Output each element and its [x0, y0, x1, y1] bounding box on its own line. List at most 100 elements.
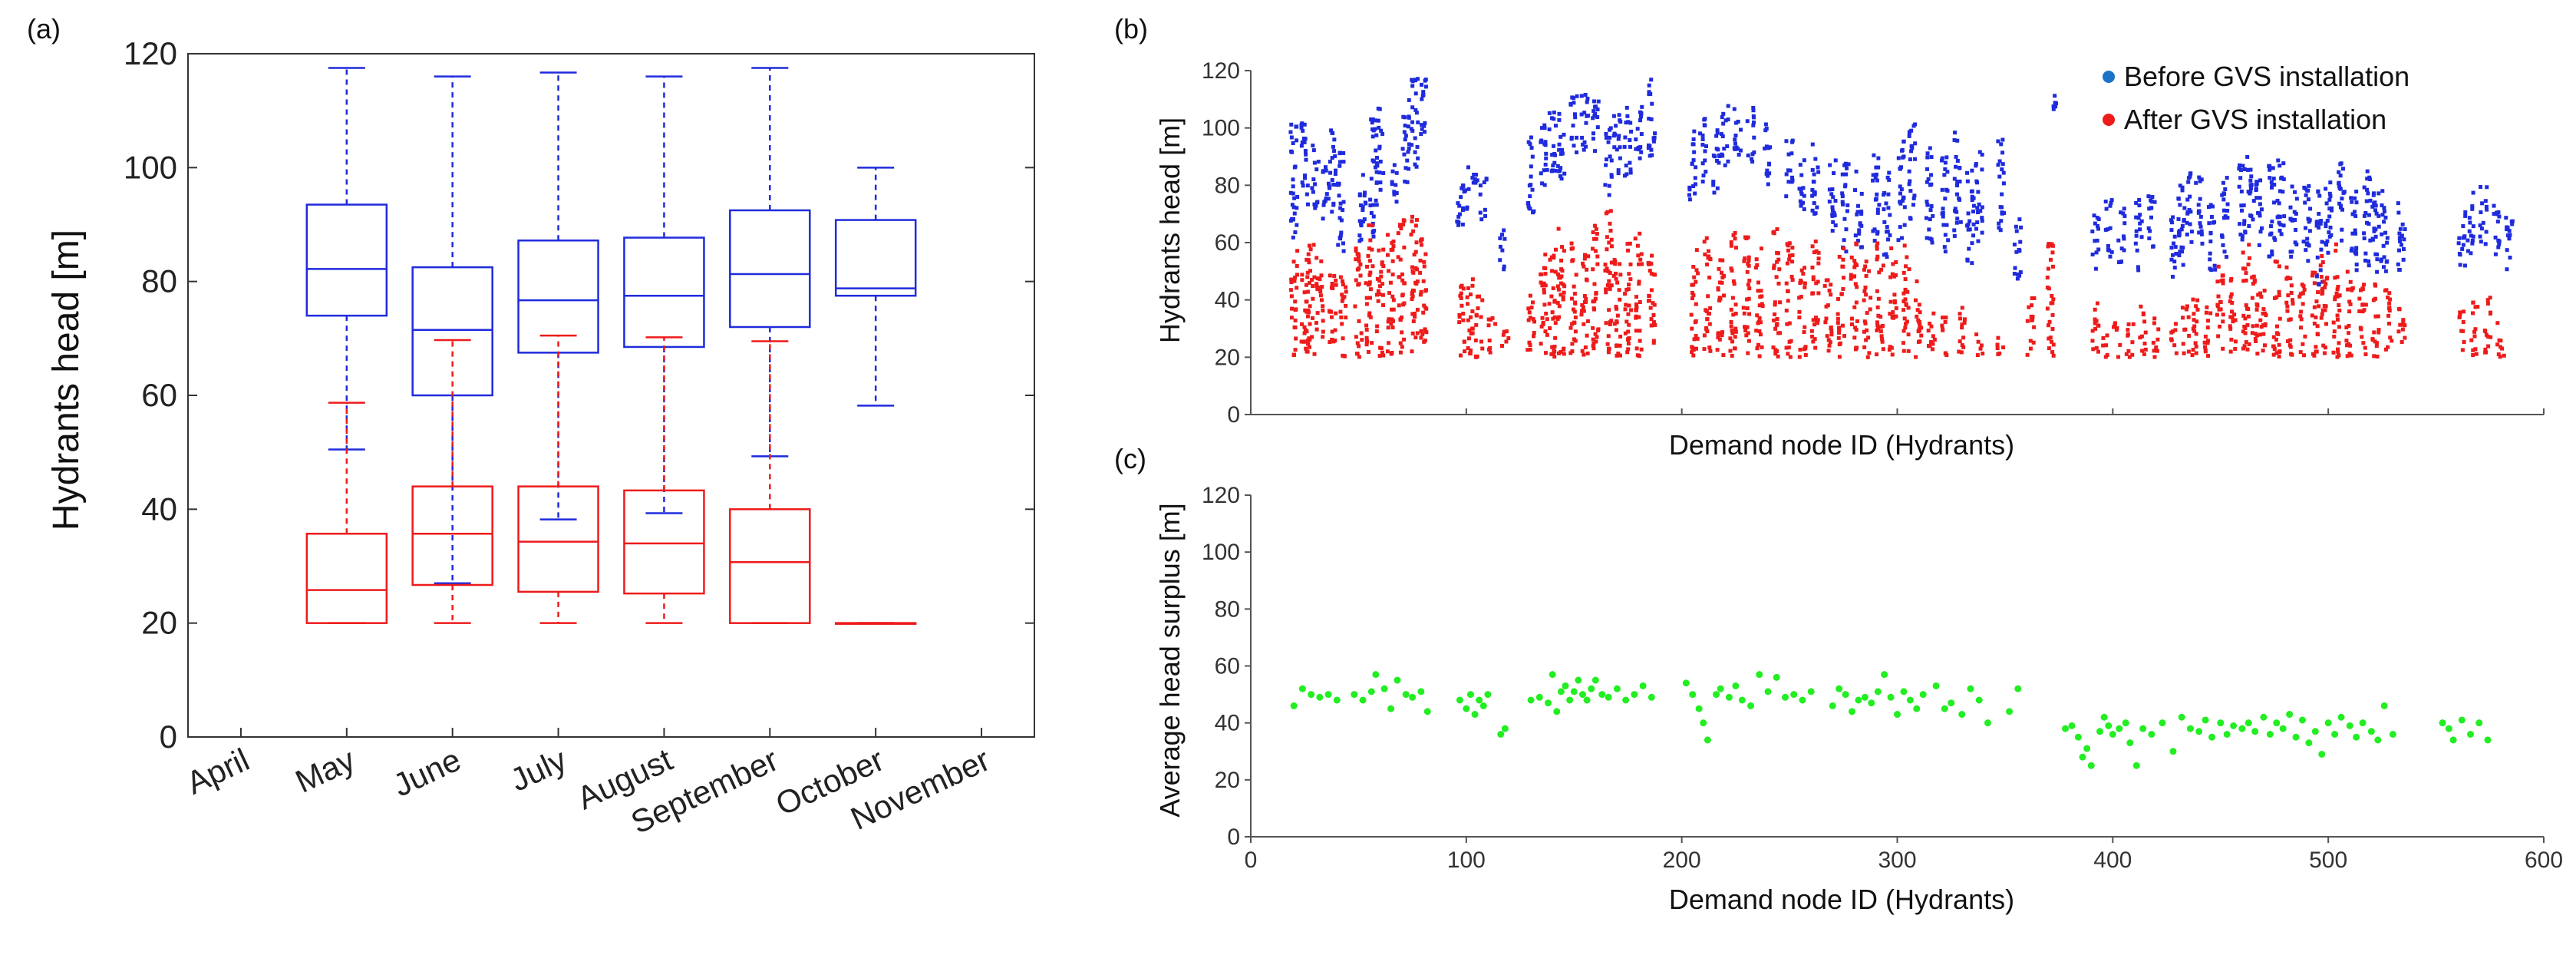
after-point: [2186, 315, 2191, 319]
after-point: [1370, 247, 1374, 252]
before-point: [1502, 228, 1506, 233]
after-point: [2383, 347, 2388, 352]
before-point: [2268, 176, 2272, 180]
after-point: [1364, 302, 1369, 306]
after-point: [1398, 257, 1403, 262]
before-point: [2396, 262, 2400, 266]
before-point: [1816, 170, 1821, 174]
before-point: [1305, 183, 1310, 188]
after-point: [1803, 281, 1807, 286]
before-point: [2018, 270, 2023, 275]
before-point: [2248, 213, 2253, 218]
after-point: [1650, 253, 1654, 258]
after-point: [2093, 321, 2097, 325]
before-point: [1407, 97, 1411, 102]
after-point: [1880, 339, 1885, 344]
after-point: [2485, 298, 2490, 302]
after-point: [1390, 273, 1395, 277]
before-point: [2470, 238, 2475, 243]
after-point: [1377, 279, 1382, 283]
surplus-point: [2484, 736, 2492, 744]
after-point: [2094, 319, 2099, 323]
surplus-point: [1682, 679, 1690, 687]
after-point: [1705, 317, 1710, 322]
before-point: [2188, 222, 2192, 226]
before-point: [1579, 112, 1584, 117]
ytick-label: 60: [141, 377, 177, 413]
before-point: [1466, 165, 1470, 170]
after-point: [1357, 355, 1361, 359]
after-point: [1733, 312, 1738, 316]
after-point: [1691, 348, 1696, 352]
surplus-point: [1575, 676, 1582, 684]
after-point: [2192, 329, 2197, 333]
after-point: [1849, 276, 1853, 281]
after-point: [1842, 334, 1847, 339]
after-point: [1695, 336, 1700, 341]
before-point: [1976, 210, 1981, 214]
before-point: [1572, 96, 1576, 101]
after-point: [1771, 345, 1776, 350]
before-point: [2257, 243, 2261, 247]
before-point: [1786, 152, 1791, 157]
after-point: [2048, 243, 2053, 248]
before-point: [1547, 111, 1552, 115]
before-point: [2242, 222, 2247, 226]
before-point: [2220, 193, 2225, 197]
after-point: [1304, 346, 1308, 351]
after-point: [1864, 292, 1869, 297]
after-point: [1836, 335, 1841, 340]
after-point: [2289, 291, 2294, 296]
after-point: [2323, 285, 2327, 289]
before-point: [2337, 180, 2341, 185]
after-point: [1419, 329, 1423, 333]
after-point: [1733, 329, 1738, 334]
after-point: [2205, 305, 2209, 309]
before-point: [2330, 206, 2334, 210]
after-point: [1527, 310, 1532, 315]
after-point: [1875, 352, 1879, 357]
after-point: [2031, 340, 2036, 345]
before-point: [2248, 167, 2253, 172]
after-point: [2243, 325, 2248, 330]
before-point: [2382, 265, 2386, 269]
before-point: [2380, 232, 2384, 236]
before-point: [2199, 229, 2204, 233]
after-point: [1837, 342, 1842, 346]
after-point: [1473, 338, 1478, 342]
after-point: [1799, 295, 1803, 299]
before-point: [2353, 248, 2358, 253]
after-point: [2254, 323, 2259, 328]
before-point: [2240, 237, 2245, 242]
before-point: [2245, 167, 2250, 172]
before-point: [2189, 230, 2194, 234]
after-point: [2130, 352, 2135, 357]
before-point: [1812, 201, 1816, 206]
before-point: [2373, 227, 2378, 232]
after-point: [1545, 317, 1549, 322]
after-point: [2401, 319, 2406, 324]
after-point: [2284, 300, 2289, 305]
surplus-point: [2245, 719, 2252, 727]
before-point: [1361, 173, 1365, 177]
after-point: [1423, 329, 1427, 333]
before-point: [2108, 226, 2113, 230]
after-point: [2241, 250, 2245, 255]
before-point: [1465, 207, 1469, 211]
after-point: [2357, 309, 2362, 313]
after-point: [2215, 312, 2219, 317]
before-point: [1369, 210, 1374, 215]
before-point: [2054, 101, 2059, 106]
before-point: [1831, 220, 1836, 224]
after-point: [2215, 279, 2220, 284]
after-point: [1552, 299, 1557, 303]
before-point: [1693, 176, 1697, 180]
after-point: [1415, 307, 1420, 312]
before-point: [1357, 193, 1362, 198]
after-point: [1829, 325, 1833, 330]
after-point: [1914, 355, 1918, 359]
before-point: [2308, 207, 2313, 211]
after-point: [1648, 306, 1653, 310]
after-point: [1732, 346, 1737, 351]
after-point: [1310, 335, 1314, 339]
